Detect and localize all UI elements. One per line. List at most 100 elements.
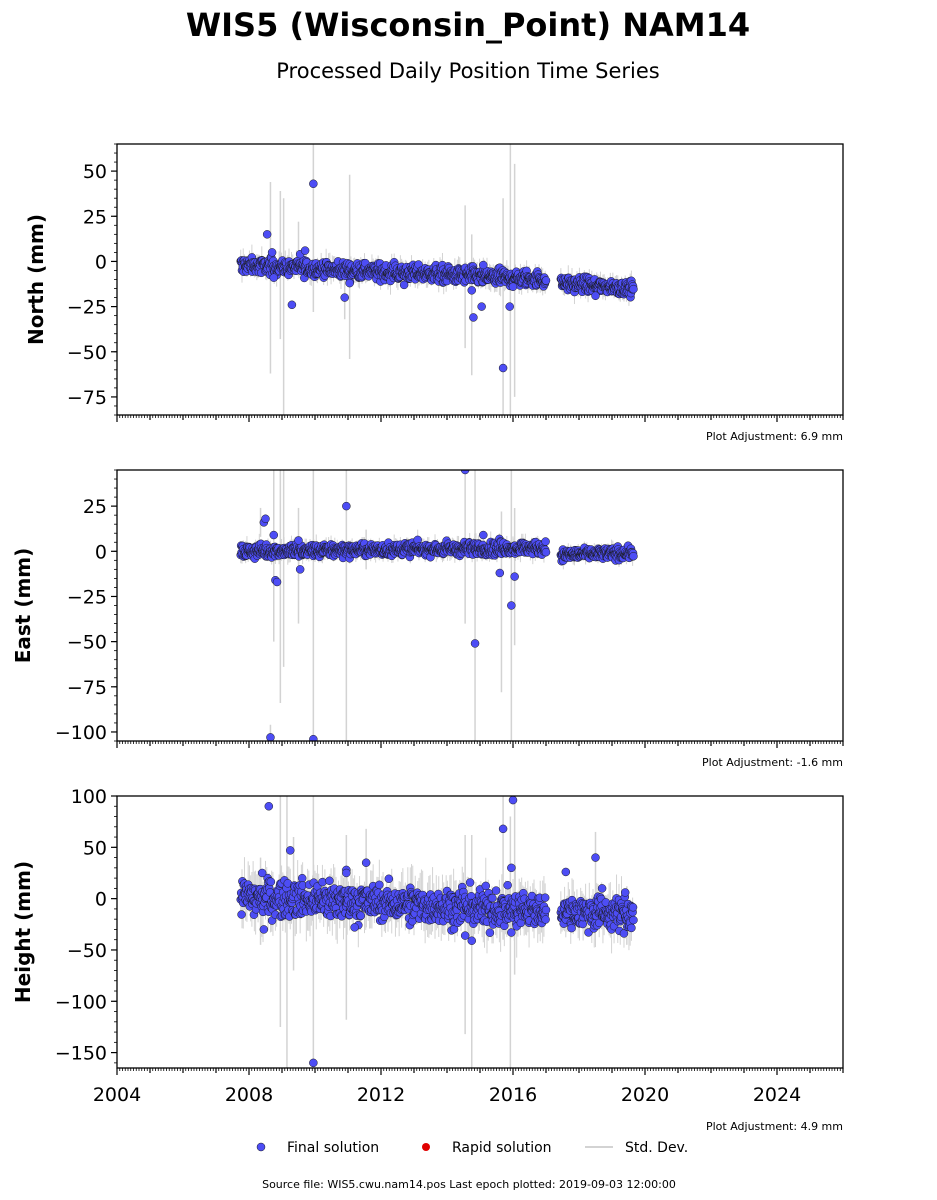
final-solution-point: [269, 273, 278, 282]
y-tick-label: −75: [67, 677, 107, 699]
legend-rapid-label: Rapid solution: [452, 1140, 552, 1156]
y-tick-label: −50: [67, 632, 107, 654]
y-axis-label: Height (mm): [11, 861, 35, 1003]
legend-rapid-marker: [422, 1143, 430, 1151]
final-solution-point: [488, 893, 497, 903]
final-solution-point: [629, 284, 638, 294]
panel-1: 25 0 −25 −50 −75 −100 East (mm) Plot Adjustment…: [11, 469, 844, 769]
x-tick-label: 2020: [621, 1084, 669, 1106]
final-solution-point: [469, 313, 478, 322]
legend-stddev-label: Std. Dev.: [625, 1140, 688, 1156]
y-tick-label: 50: [83, 837, 107, 859]
final-solution-point: [237, 910, 246, 919]
final-solution-point: [295, 565, 305, 574]
y-tick-label: −100: [55, 991, 107, 1013]
final-solution-point: [460, 931, 470, 940]
final-solution-point: [342, 868, 351, 878]
final-solution-point: [286, 846, 295, 855]
source-footer: Source file: WIS5.cwu.nam14.pos Last epo…: [262, 1178, 676, 1191]
final-solution-point: [541, 547, 551, 557]
final-solution-point: [477, 302, 486, 311]
final-solution-point: [561, 867, 571, 877]
final-solution-point: [262, 230, 272, 239]
x-tick-label: 2008: [225, 1084, 273, 1106]
y-tick-label: 0: [95, 251, 107, 273]
y-tick-label: −100: [55, 722, 107, 744]
final-solution-point: [507, 928, 516, 937]
y-tick-label: −150: [55, 1043, 107, 1065]
panel-frame: [116, 469, 844, 742]
y-tick-label: 0: [95, 889, 107, 911]
final-solution-point: [272, 577, 282, 587]
final-solution-point: [325, 876, 334, 886]
final-solution-point: [318, 877, 327, 887]
x-tick-label: 2004: [93, 1084, 141, 1106]
chart-subtitle: Processed Daily Position Time Series: [276, 59, 660, 83]
panel-plot-area: [236, 470, 638, 741]
final-solution-point: [508, 796, 518, 805]
panel-frame: [116, 795, 844, 1069]
final-solution-point: [261, 514, 270, 524]
plot-adjustment: Plot Adjustment: 6.9 mm: [706, 430, 843, 443]
y-tick-label: 0: [95, 541, 107, 563]
final-solution-point: [342, 501, 351, 511]
final-solution-point: [375, 880, 384, 890]
final-solution-point: [264, 802, 274, 811]
final-solution-point: [629, 915, 638, 925]
final-solution-point: [541, 537, 550, 546]
final-solution-point: [541, 915, 550, 924]
final-solution-point: [309, 734, 318, 741]
y-tick-label: −25: [67, 586, 107, 608]
final-solution-point: [345, 278, 354, 288]
final-solution-point: [597, 884, 607, 893]
final-solution-point: [259, 925, 269, 934]
legend-final-marker: [256, 1142, 266, 1152]
final-solution-point: [309, 1058, 318, 1068]
final-solution-point: [540, 893, 550, 902]
y-tick-label: 100: [71, 786, 107, 808]
x-tick-label: 2024: [753, 1084, 801, 1106]
final-solution-point: [591, 853, 600, 862]
final-solution-point: [350, 923, 359, 932]
final-solution-point: [627, 923, 636, 933]
final-solution-point: [541, 276, 551, 285]
final-solution-point: [508, 282, 518, 291]
final-solution-point: [567, 923, 576, 933]
final-solution-point: [340, 293, 349, 302]
final-solution-point: [507, 863, 516, 873]
final-solution-point: [267, 248, 277, 257]
y-axis-label: East (mm): [11, 548, 35, 664]
final-solution-point: [294, 536, 303, 545]
final-solution-point: [297, 873, 307, 883]
final-solution-point: [498, 363, 508, 373]
final-solution-point: [460, 470, 470, 475]
final-solution-point: [628, 903, 638, 912]
final-solution-point: [467, 936, 476, 945]
legend-final-label: Final solution: [287, 1140, 379, 1156]
final-solution-point: [465, 878, 475, 887]
plot-adjustment: Plot Adjustment: 4.9 mm: [706, 1120, 843, 1133]
panel-2: 100 50 0 −50 −100 −150 Height (mm) Plot Adjustm…: [11, 786, 844, 1133]
final-solution-point: [356, 911, 366, 920]
panel-plot-area: [236, 144, 638, 415]
final-solution-point: [361, 858, 371, 867]
final-solution-point: [300, 246, 310, 255]
y-tick-label: 25: [83, 496, 107, 518]
y-tick-label: 25: [83, 206, 107, 228]
final-solution-point: [541, 905, 551, 915]
final-solution-point: [470, 639, 480, 648]
final-solution-point: [491, 886, 501, 895]
y-tick-label: −50: [67, 342, 107, 364]
final-solution-point: [287, 300, 297, 310]
final-solution-point: [629, 551, 638, 561]
final-solution-point: [467, 286, 476, 295]
x-tick-label: 2016: [489, 1084, 537, 1106]
final-solution-point: [503, 880, 512, 890]
x-tick-label: 2012: [357, 1084, 405, 1106]
final-solution-point: [384, 874, 394, 884]
final-solution-point: [309, 179, 318, 188]
final-solution-point: [481, 881, 491, 891]
final-solution-point: [266, 877, 276, 887]
panel-0: 50 25 0 −25 −50 −75 North (mm) Plot Adjustment:…: [24, 143, 844, 443]
